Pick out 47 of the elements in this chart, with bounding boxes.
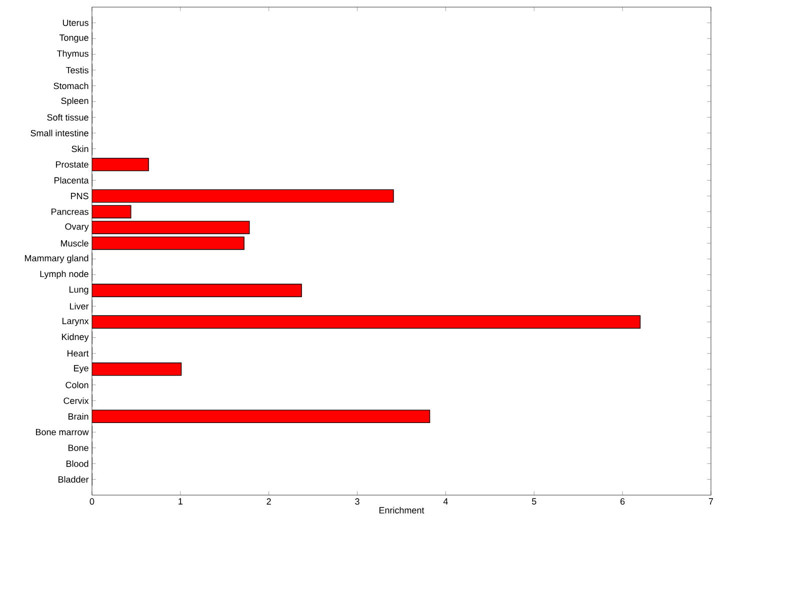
x-tick-label: 1 [178,498,182,504]
bar [92,315,641,329]
y-tick-label: Blood [66,460,88,467]
y-tick-label: Brain [68,413,88,420]
y-tick-label: Muscle [61,240,88,247]
bar [92,189,394,203]
y-tick-label: Stomach [54,82,88,90]
y-tick-label: PNS [71,192,88,200]
y-tick-label: Larynx [62,318,89,326]
y-tick-label: Eye [74,365,88,374]
x-tick-label: 2 [266,498,271,505]
y-tick-label: Thymus [56,50,88,59]
y-tick-label: Kidney [62,333,89,342]
x-tick-label: 6 [620,498,625,505]
y-tick-label: Mammary gland [24,254,88,264]
y-tick-label: Heart [68,350,89,357]
x-tick-label: 4 [443,498,448,504]
bar [92,410,430,424]
y-tick-label: Bladder [58,476,89,483]
y-tick-label: Bone marrow [36,428,89,436]
y-tick-label: Bone [68,444,88,452]
x-tick-label: 5 [532,498,536,505]
y-tick-label: Spleen [61,97,88,106]
y-tick-label: Lymph node [40,270,88,279]
y-tick-label: Soft tissue [47,114,88,121]
y-tick-label: Liver [70,302,89,310]
bar [92,284,302,298]
y-tick-label: Pancreas [51,208,88,215]
y-tick-label: Small intestine [30,130,88,136]
y-tick-label: Prostate [56,161,88,168]
y-tick-label: Uterus [62,20,88,26]
bar [92,362,182,376]
y-tick-label: Placenta [54,176,89,184]
x-axis-title: Enrichment [379,506,424,514]
y-tick-label: Skin [72,145,88,152]
y-tick-label: Lung [69,286,88,294]
x-tick-label: 3 [355,498,360,505]
x-tick-label: 0 [90,498,94,505]
y-tick-label: Tongue [59,34,88,43]
bar [92,220,250,234]
x-tick-label: 7 [708,498,714,504]
y-tick-label: Testis [66,66,88,74]
bar [92,236,244,250]
y-tick-label: Ovary [65,223,89,232]
y-tick-label: Cervix [64,397,89,404]
bar [92,158,149,172]
y-tick-label: Colon [66,382,88,388]
